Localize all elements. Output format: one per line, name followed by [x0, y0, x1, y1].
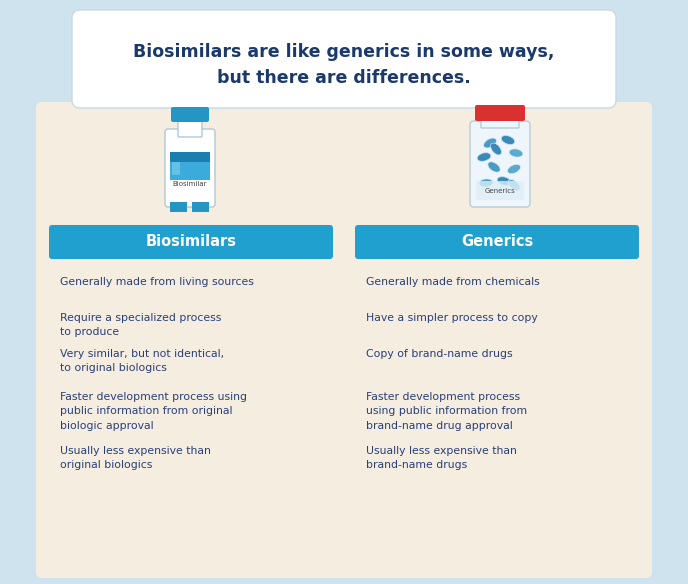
- Text: Have a simpler process to copy: Have a simpler process to copy: [366, 313, 538, 323]
- Text: Generics: Generics: [461, 235, 533, 249]
- FancyBboxPatch shape: [165, 129, 215, 207]
- FancyBboxPatch shape: [170, 152, 210, 162]
- FancyBboxPatch shape: [481, 116, 519, 128]
- Text: Usually less expensive than
original biologics: Usually less expensive than original bio…: [60, 446, 211, 470]
- Ellipse shape: [477, 153, 491, 161]
- FancyBboxPatch shape: [470, 121, 530, 207]
- FancyBboxPatch shape: [172, 162, 180, 175]
- FancyBboxPatch shape: [171, 107, 209, 122]
- FancyBboxPatch shape: [170, 202, 187, 212]
- Text: Require a specialized process
to produce: Require a specialized process to produce: [60, 313, 222, 338]
- Text: Faster development process
using public information from
brand-name drug approva: Faster development process using public …: [366, 392, 527, 431]
- Text: Usually less expensive than
brand-name drugs: Usually less expensive than brand-name d…: [366, 446, 517, 470]
- Ellipse shape: [491, 143, 502, 155]
- Text: Very similar, but not identical,
to original biologics: Very similar, but not identical, to orig…: [60, 349, 224, 373]
- Ellipse shape: [508, 179, 520, 190]
- Ellipse shape: [484, 138, 496, 148]
- FancyBboxPatch shape: [36, 102, 652, 578]
- FancyBboxPatch shape: [170, 152, 210, 179]
- Ellipse shape: [502, 135, 515, 144]
- FancyBboxPatch shape: [49, 225, 333, 259]
- Text: Generics: Generics: [484, 187, 515, 193]
- Text: Biosimilar: Biosimilar: [173, 181, 207, 187]
- FancyBboxPatch shape: [72, 10, 616, 108]
- Text: Copy of brand-name drugs: Copy of brand-name drugs: [366, 349, 513, 359]
- FancyBboxPatch shape: [178, 119, 202, 137]
- FancyBboxPatch shape: [476, 181, 524, 200]
- Text: but there are differences.: but there are differences.: [217, 69, 471, 87]
- Ellipse shape: [508, 164, 521, 173]
- Text: Faster development process using
public information from original
biologic appro: Faster development process using public …: [60, 392, 247, 431]
- Text: Generally made from chemicals: Generally made from chemicals: [366, 277, 540, 287]
- Ellipse shape: [497, 177, 511, 185]
- Ellipse shape: [509, 149, 523, 157]
- FancyBboxPatch shape: [475, 105, 525, 121]
- FancyBboxPatch shape: [355, 225, 639, 259]
- Ellipse shape: [488, 162, 500, 172]
- FancyBboxPatch shape: [192, 202, 209, 212]
- Ellipse shape: [479, 179, 493, 187]
- Text: Generally made from living sources: Generally made from living sources: [60, 277, 254, 287]
- Text: Biosimilars: Biosimilars: [145, 235, 237, 249]
- Text: Biosimilars are like generics in some ways,: Biosimilars are like generics in some wa…: [133, 43, 555, 61]
